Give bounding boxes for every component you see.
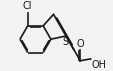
Text: O: O: [76, 39, 83, 49]
Text: S: S: [62, 37, 68, 47]
Text: Cl: Cl: [23, 1, 32, 11]
Text: OH: OH: [91, 60, 105, 70]
